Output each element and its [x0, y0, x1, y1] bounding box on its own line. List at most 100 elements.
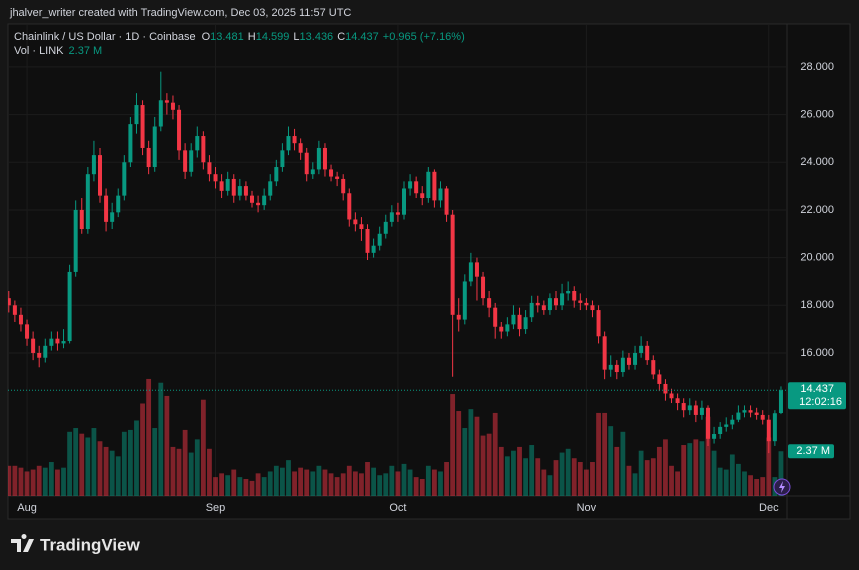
candle-body: [298, 143, 303, 153]
candle-body: [213, 174, 218, 182]
candle-body: [760, 414, 765, 420]
indicator-bolt: [779, 481, 785, 493]
volume-bar: [237, 477, 243, 496]
volume-bar: [778, 451, 784, 496]
volume-bar: [656, 446, 662, 496]
volume-bar: [523, 458, 528, 496]
x-tick-label: Nov: [577, 502, 597, 514]
candle-body: [292, 136, 297, 144]
candle-body: [371, 245, 376, 253]
volume-bar: [280, 467, 285, 496]
candle-body: [335, 176, 340, 179]
volume-bar: [438, 471, 443, 496]
volume-bar: [359, 473, 364, 496]
candle-body: [712, 434, 717, 439]
candle-body: [31, 338, 36, 353]
candle-body: [134, 105, 139, 125]
volume-bar: [55, 469, 60, 496]
volume-bar: [444, 462, 449, 496]
candle-body: [620, 357, 625, 373]
volume-value-box: [788, 444, 834, 459]
candle-body: [8, 298, 11, 306]
volume-bar: [559, 452, 565, 496]
candle-body: [481, 276, 486, 299]
volume-bar: [152, 428, 158, 496]
candle-body: [110, 212, 115, 222]
legend-key: H: [248, 31, 256, 43]
candle-body: [55, 338, 60, 344]
volume-bar: [760, 477, 766, 496]
logo-mark: [11, 534, 34, 552]
volume-bar: [146, 378, 152, 496]
volume-bar: [577, 462, 583, 496]
volume-bar: [699, 441, 705, 496]
volume-bar: [231, 469, 237, 496]
volume-bar: [754, 479, 760, 496]
volume-bar: [24, 471, 30, 496]
volume-bar: [8, 465, 12, 496]
volume-bar: [644, 460, 650, 496]
candle-body: [699, 407, 704, 415]
candle-body: [49, 338, 54, 346]
volume-bar: [389, 465, 395, 496]
volume-bar: [663, 439, 668, 496]
candle-body: [693, 405, 698, 415]
candle-body: [225, 178, 230, 191]
candle-body: [18, 314, 23, 325]
volume-bar: [207, 448, 212, 496]
candle-body: [104, 195, 109, 222]
volume-bar: [547, 475, 553, 496]
candle-body: [651, 360, 656, 375]
volume-bar: [638, 450, 644, 496]
volume-bar: [255, 473, 261, 496]
volume-bar: [365, 462, 370, 496]
volume-bar: [42, 467, 48, 496]
candle-body: [444, 188, 449, 215]
volume-bar: [304, 469, 310, 496]
candle-body: [237, 186, 242, 196]
volume-bar: [498, 446, 504, 496]
candle-body: [432, 171, 437, 201]
volume-bar: [213, 477, 218, 496]
y-tick-label: 18.000: [800, 299, 834, 311]
candle-body: [572, 290, 577, 301]
candle-body: [25, 324, 30, 339]
candle-body: [389, 212, 394, 222]
volume-bar: [742, 471, 747, 496]
candle-body: [626, 357, 631, 365]
volume-bar: [73, 428, 79, 496]
volume-bar: [67, 431, 72, 496]
candle-body: [274, 167, 279, 182]
volume-bar: [590, 462, 595, 496]
candle-body: [706, 407, 710, 439]
candle-body: [402, 188, 406, 215]
candle-body: [523, 317, 528, 330]
legend-value: 13.436: [300, 31, 334, 43]
candle-body: [256, 202, 261, 206]
candle-body: [177, 109, 182, 151]
candle-body: [748, 410, 753, 413]
volume-bar: [200, 399, 206, 496]
legend-key: C: [337, 31, 345, 43]
volume-bar: [334, 477, 340, 496]
candle-body: [772, 413, 777, 442]
candle-body: [359, 224, 364, 230]
volume-bar: [352, 471, 358, 496]
volume-bar: [12, 465, 18, 496]
volume-bar: [225, 475, 231, 496]
candle-body: [474, 262, 479, 277]
candle-body: [669, 393, 674, 399]
y-tick-label: 28.000: [800, 61, 834, 73]
candle-body: [164, 100, 169, 103]
watermark: TradingView: [40, 535, 141, 554]
candle-body: [322, 147, 327, 170]
candle-body: [183, 150, 188, 172]
volume-bar: [164, 395, 170, 496]
candle-body: [535, 302, 540, 306]
y-tick-label: 26.000: [800, 108, 834, 120]
volume-bar: [273, 465, 279, 496]
candle-body: [681, 403, 686, 411]
candle-body: [462, 281, 467, 320]
candle-body: [584, 302, 589, 306]
